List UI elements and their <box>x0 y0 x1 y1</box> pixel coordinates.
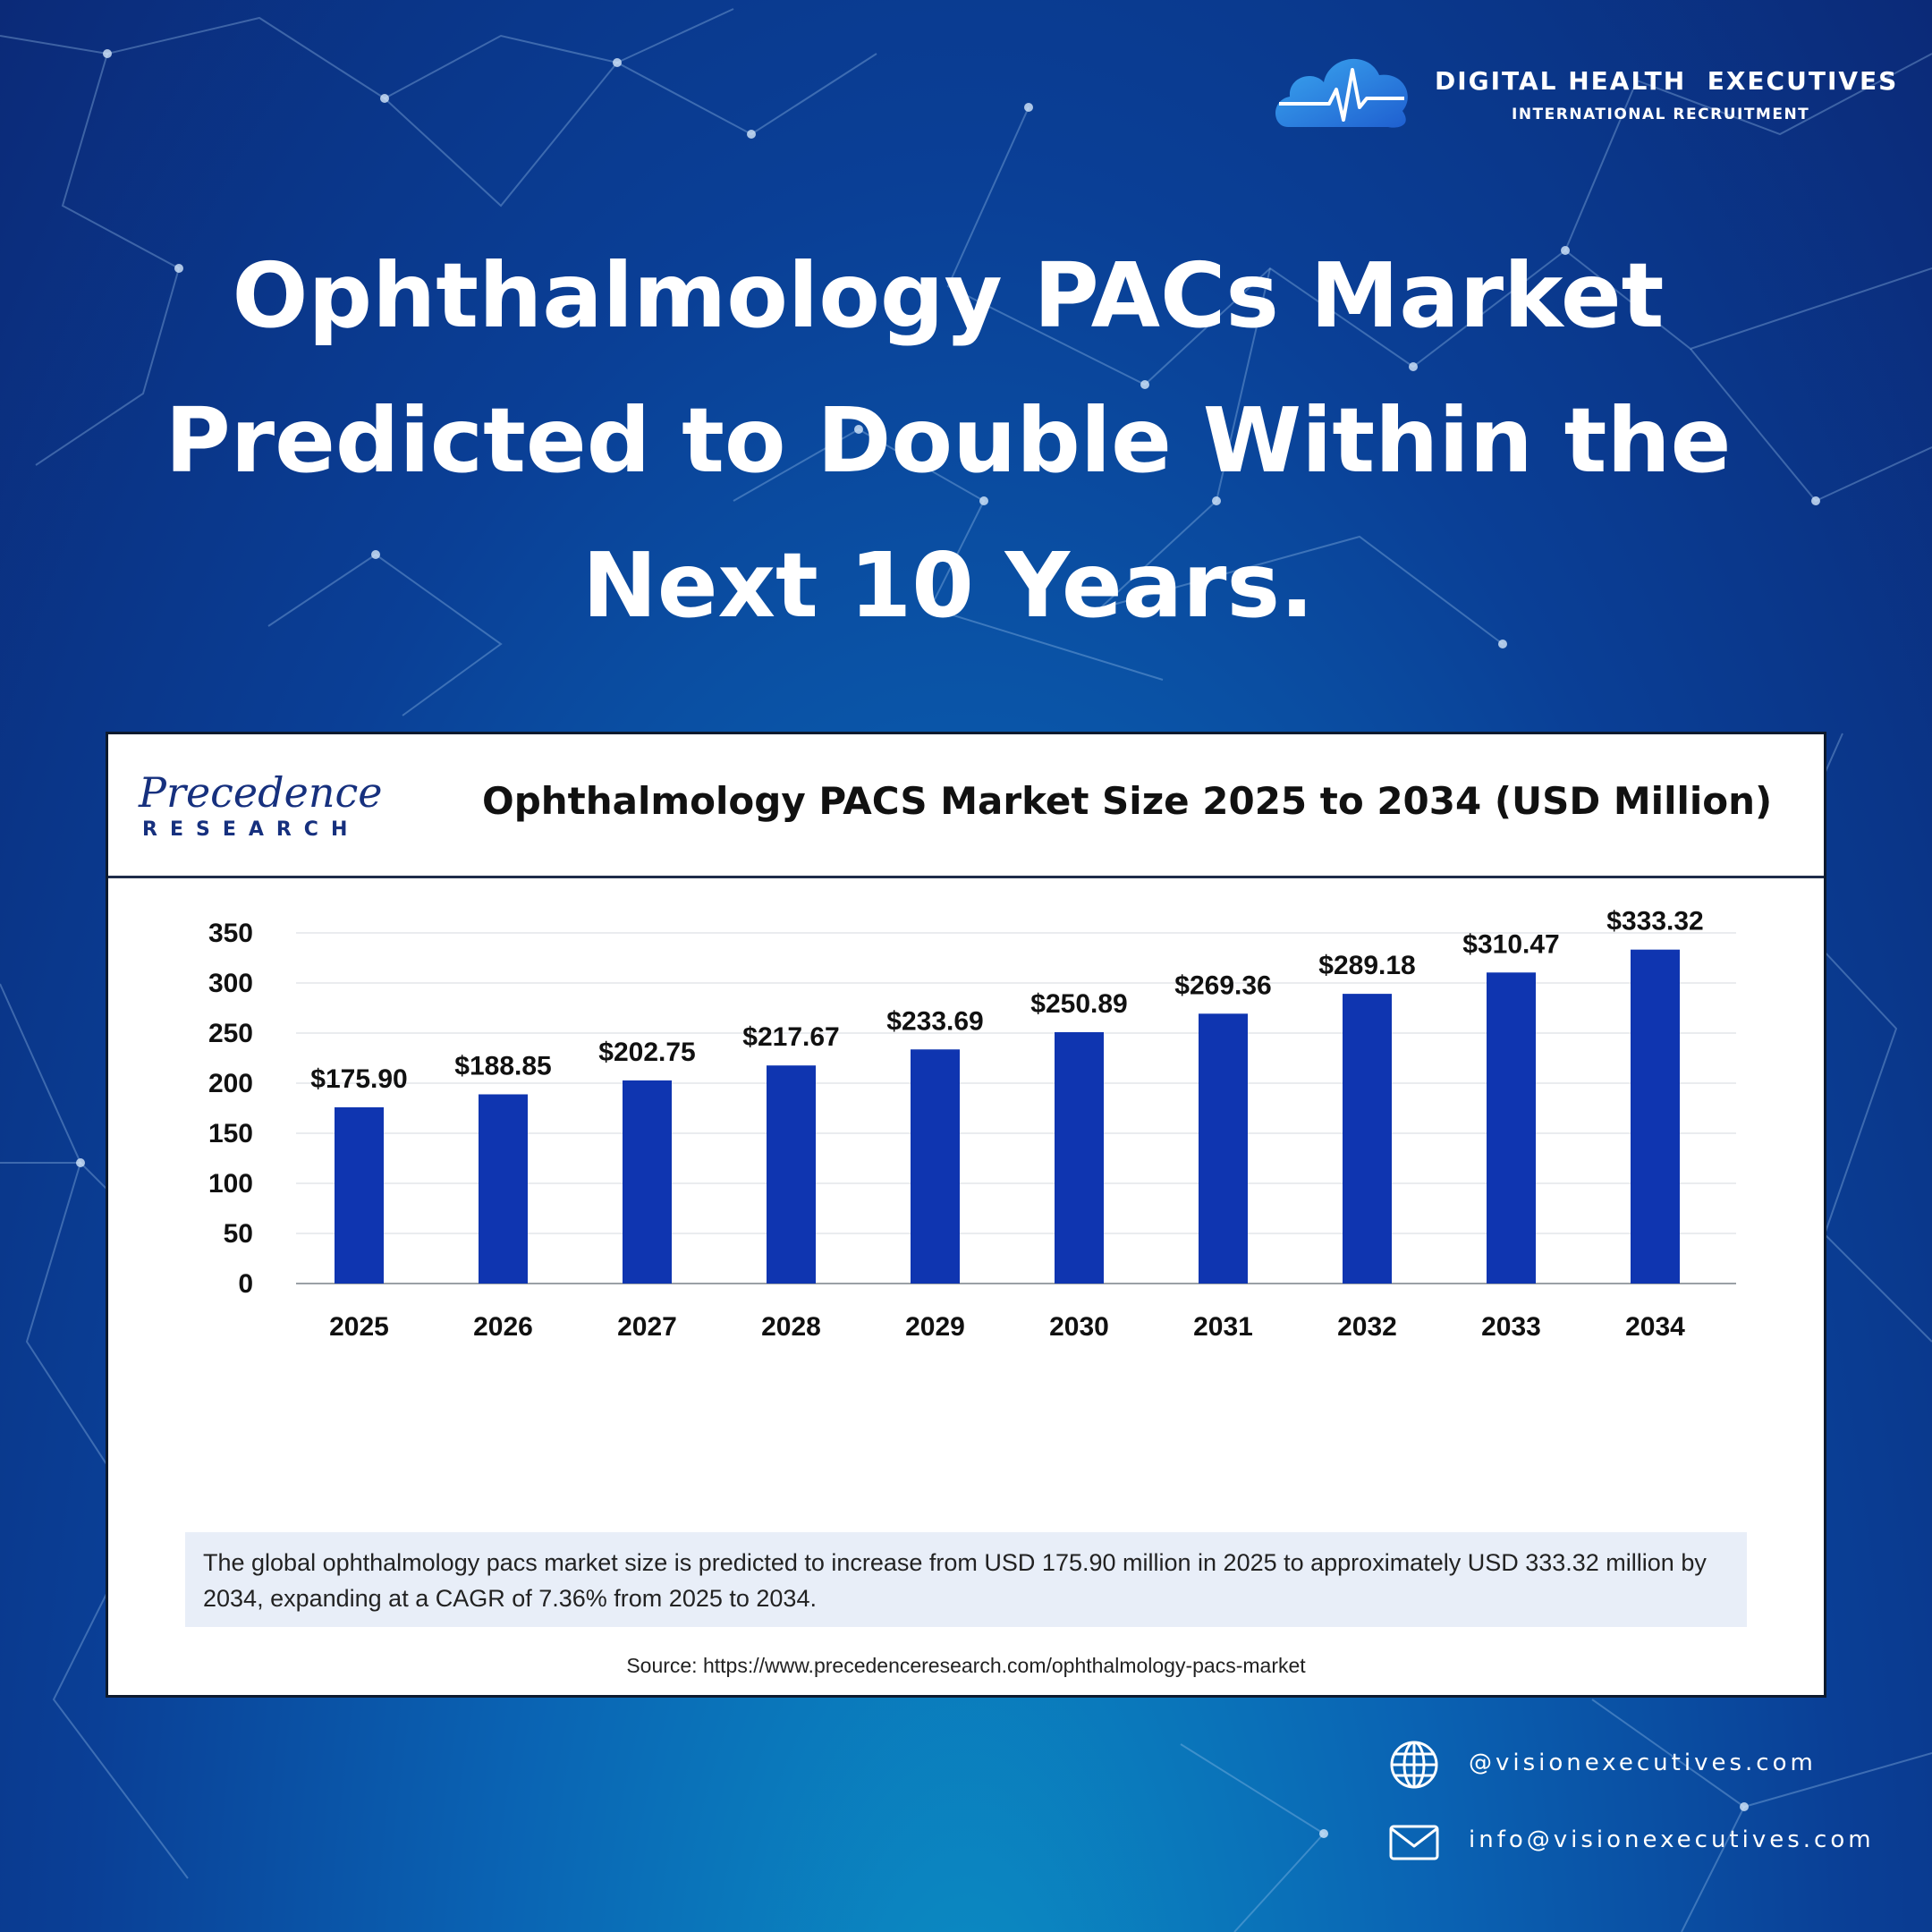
globe-icon <box>1390 1741 1438 1789</box>
brand-logo: DIGITAL HEALTH EXECUTIVES INTERNATIONAL … <box>1270 45 1905 134</box>
data-label: $333.32 <box>1606 907 1703 936</box>
envelope-icon <box>1389 1825 1439 1860</box>
bar <box>1487 972 1536 1284</box>
headline-line: Next 10 Years. <box>582 533 1314 638</box>
precedence-research-logo: Precedence RESEARCH <box>139 768 398 849</box>
website-text[interactable]: @visionexecutives.com <box>1469 1750 1817 1776</box>
data-label: $233.69 <box>886 1006 983 1036</box>
email-text[interactable]: info@visionexecutives.com <box>1469 1826 1875 1853</box>
email-contact[interactable]: info@visionexecutives.com <box>1388 1816 1889 1869</box>
bar <box>911 1049 960 1284</box>
chart-card-header: Precedence RESEARCH Ophthalmology PACS M… <box>108 734 1824 878</box>
y-tick-label: 300 <box>208 969 253 998</box>
x-tick-label: 2031 <box>1193 1312 1253 1342</box>
x-tick-label: 2026 <box>473 1312 533 1342</box>
y-tick-label: 100 <box>208 1169 253 1199</box>
headline-line: Predicted to Double Within the <box>165 388 1732 493</box>
x-tick-label: 2032 <box>1337 1312 1397 1342</box>
y-tick-label: 50 <box>224 1219 253 1249</box>
bar <box>767 1065 816 1284</box>
chart-title: Ophthalmology PACS Market Size 2025 to 2… <box>482 779 1773 823</box>
x-tick-label: 2029 <box>905 1312 965 1342</box>
y-tick-label: 0 <box>238 1269 253 1299</box>
brand-subtitle: INTERNATIONAL RECRUITMENT <box>1512 106 1810 123</box>
summary-note: The global ophthalmology pacs market siz… <box>185 1532 1747 1627</box>
data-label: $175.90 <box>310 1064 407 1094</box>
brand-name: DIGITAL HEALTH EXECUTIVES <box>1435 66 1899 96</box>
data-label: $188.85 <box>454 1051 551 1080</box>
website-contact[interactable]: @visionexecutives.com <box>1388 1739 1889 1792</box>
logo-subword: RESEARCH <box>142 818 360 841</box>
y-tick-label: 250 <box>208 1019 253 1048</box>
x-tick-label: 2025 <box>329 1312 389 1342</box>
x-tick-label: 2030 <box>1049 1312 1109 1342</box>
source-citation: Source: https://www.precedenceresearch.c… <box>626 1654 1306 1677</box>
data-label: $310.47 <box>1462 929 1559 959</box>
x-tick-label: 2028 <box>761 1312 821 1342</box>
headline-line: Ophthalmology PACs Market <box>232 243 1665 348</box>
bar <box>1055 1032 1104 1284</box>
logo-wordmark: Precedence <box>139 768 383 817</box>
x-tick-label: 2033 <box>1481 1312 1541 1342</box>
chart-card: Precedence RESEARCH Ophthalmology PACS M… <box>106 732 1826 1698</box>
bar <box>1199 1013 1248 1284</box>
data-label: $269.36 <box>1174 970 1271 1000</box>
data-label: $289.18 <box>1318 951 1415 980</box>
bar <box>623 1080 672 1284</box>
data-label: $202.75 <box>598 1038 695 1067</box>
bar-chart: 0 50 100 150 200 250 300 350 $175.90 2025 $188.85 2… <box>208 907 1736 1342</box>
cloud-heartbeat-icon <box>1275 58 1408 128</box>
x-tick-label: 2034 <box>1625 1312 1685 1342</box>
y-tick-label: 200 <box>208 1069 253 1098</box>
x-tick-label: 2027 <box>617 1312 677 1342</box>
bar <box>1343 994 1392 1284</box>
bar <box>1631 949 1680 1284</box>
data-label: $217.67 <box>742 1022 839 1052</box>
bar <box>479 1094 528 1284</box>
summary-text: The global ophthalmology pacs market siz… <box>203 1549 1707 1612</box>
y-tick-label: 150 <box>208 1119 253 1148</box>
headline: Ophthalmology PACs Market Predicted to D… <box>54 224 1843 658</box>
bar <box>335 1106 384 1284</box>
data-label: $250.89 <box>1030 989 1127 1019</box>
y-tick-label: 350 <box>208 919 253 948</box>
